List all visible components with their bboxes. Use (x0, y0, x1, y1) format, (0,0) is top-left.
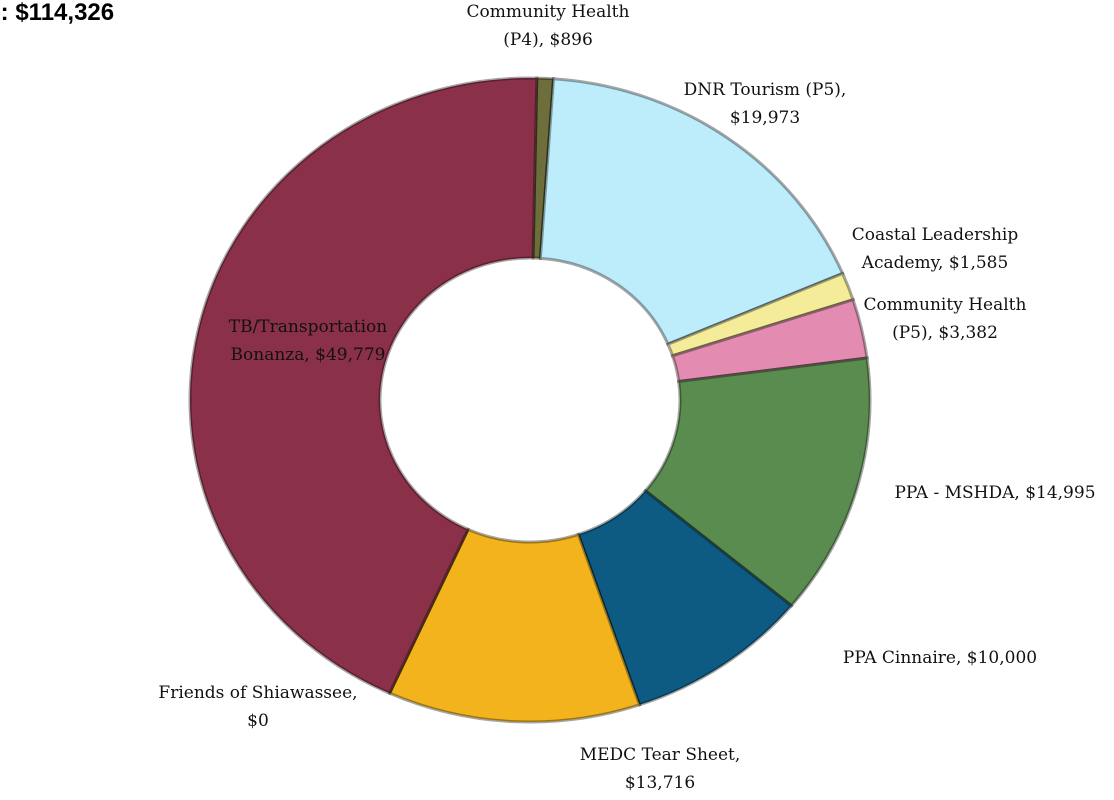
data-label-line: PPA - MSHDA, $14,995 (894, 483, 1095, 503)
data-label: PPA Cinnaire, $10,000 (843, 648, 1037, 668)
data-label: Friends of Shiawassee, $0 (158, 683, 357, 731)
data-label: PPA - MSHDA, $14,995 (894, 483, 1095, 503)
data-label: TB/Transportation Bonanza, $49,779 (229, 317, 388, 365)
donut-slice (531, 76, 556, 260)
data-label-line: Community Health (467, 2, 630, 22)
data-label-line: TB/Transportation (229, 317, 388, 337)
donut-slice (643, 356, 872, 608)
donut-slice (188, 76, 539, 696)
data-label-line: Coastal Leadership (852, 225, 1019, 245)
data-label: DNR Tourism (P5), $19,973 (684, 80, 847, 128)
data-label-line: DNR Tourism (P5), (684, 80, 847, 100)
data-label: Community Health (P4), $896 (467, 2, 630, 50)
data-label-line: MEDC Tear Sheet, (580, 745, 741, 765)
donut-slice (576, 488, 794, 707)
data-label: Community Health (P5), $3,382 (864, 295, 1027, 343)
data-label: MEDC Tear Sheet, $13,716 (580, 745, 741, 793)
donut-slice (387, 527, 642, 724)
data-label-line: Bonanza, $49,779 (231, 345, 386, 365)
data-label-line: Friends of Shiawassee, (158, 683, 357, 703)
data-label-line: $0 (247, 711, 269, 731)
data-label-line: $13,716 (625, 773, 695, 793)
data-label-line: Community Health (864, 295, 1027, 315)
chart-title: l: $114,326 (0, 0, 114, 26)
data-label-line: PPA Cinnaire, $10,000 (843, 648, 1037, 668)
donut-slice (538, 77, 845, 347)
data-label-line: Academy, $1,585 (861, 253, 1009, 273)
data-label-line: (P5), $3,382 (892, 323, 998, 343)
data-label-line: (P4), $896 (503, 30, 593, 50)
donut-slice (388, 528, 470, 694)
data-label: Coastal Leadership Academy, $1,585 (852, 225, 1019, 273)
data-label-line: $19,973 (730, 108, 800, 128)
